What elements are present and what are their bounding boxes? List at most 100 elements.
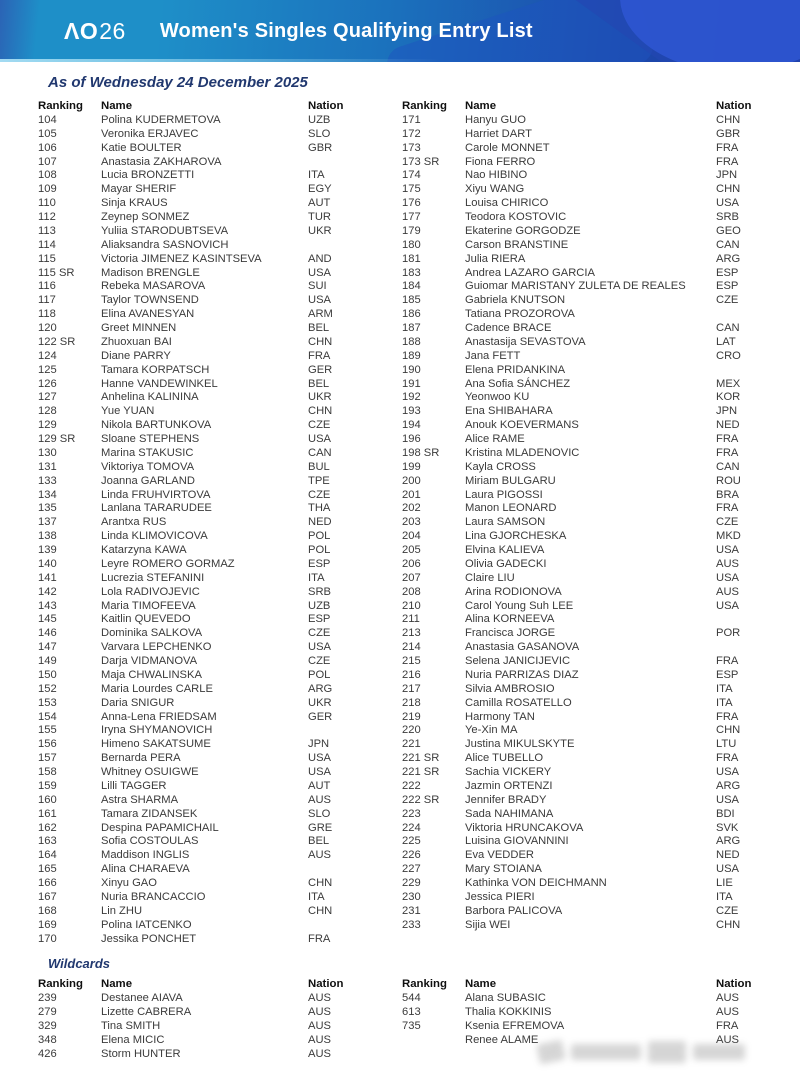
table-row: 156 Himeno SAKATSUME JPN bbox=[38, 738, 390, 752]
name-cell: Elvina KALIEVA bbox=[465, 544, 545, 556]
ranking-cell: 192 bbox=[402, 391, 421, 404]
table-row: 186 Tatiana PROZOROVA bbox=[402, 308, 760, 322]
table-row: 348 Elena MICIC AUS bbox=[38, 1034, 390, 1048]
ranking-cell: 130 bbox=[38, 446, 57, 459]
table-row: 107 Anastasia ZAKHAROVA bbox=[38, 156, 390, 170]
name-cell: Katarzyna KAWA bbox=[101, 544, 187, 556]
nation-cell: BEL bbox=[308, 377, 330, 390]
table-row: 112 Zeynep SONMEZ TUR bbox=[38, 211, 390, 225]
nation-cell: ARG bbox=[308, 682, 333, 695]
ranking-cell: 133 bbox=[38, 474, 57, 487]
name-cell: Mayar SHERIF bbox=[101, 183, 177, 196]
table-row: 129 SR Sloane STEPHENS USA bbox=[38, 433, 390, 447]
name-cell: Diane PARRY bbox=[101, 349, 171, 362]
table-row: 193 Ena SHIBAHARA JPN bbox=[402, 405, 760, 419]
entry-table-right: Ranking Name Nation 171 Hanyu GUO CHN 172 Ha… bbox=[402, 100, 760, 946]
nation-cell: USA bbox=[716, 599, 740, 612]
nation-cell: JPN bbox=[716, 169, 738, 182]
nation-cell: ESP bbox=[716, 280, 739, 293]
name-cell: Linda FRUHVIRTOVA bbox=[101, 488, 211, 501]
table-row: 108 Lucia BRONZETTI ITA bbox=[38, 169, 390, 183]
name-cell: Jennifer BRADY bbox=[465, 793, 547, 806]
nation-cell: BUL bbox=[308, 460, 330, 473]
table-row: 194 Anouk KOEVERMANS NED bbox=[402, 419, 760, 433]
nation-cell bbox=[308, 724, 390, 738]
ranking-cell: 120 bbox=[38, 322, 57, 334]
table-row: 203 Laura SAMSON CZE bbox=[402, 516, 760, 530]
ranking-cell: 208 bbox=[402, 585, 421, 598]
name-cell: Sloane STEPHENS bbox=[101, 433, 200, 445]
ranking-cell: 179 bbox=[402, 224, 421, 237]
table-row: 174 Nao HIBINO JPN bbox=[402, 169, 760, 183]
name-cell: Whitney OSUIGWE bbox=[101, 766, 199, 778]
ranking-cell: 166 bbox=[38, 877, 57, 889]
table-row: 211 Alina KORNEEVA bbox=[402, 613, 760, 627]
name-cell: Francisca JORGE bbox=[465, 627, 556, 640]
ranking-cell: 224 bbox=[402, 821, 421, 834]
nation-cell: GRE bbox=[308, 821, 333, 834]
ranking-cell: 109 bbox=[38, 183, 57, 196]
nation-cell: ITA bbox=[716, 696, 733, 709]
nation-cell: SLO bbox=[308, 127, 331, 140]
ranking-cell: 124 bbox=[38, 349, 57, 362]
ranking-cell: 231 bbox=[402, 904, 421, 917]
name-cell: Selena JANICIJEVIC bbox=[465, 655, 571, 667]
name-cell: Ekaterine GORGODZE bbox=[465, 224, 581, 237]
table-row: 229 Kathinka VON DEICHMANN LIE bbox=[402, 877, 760, 891]
table-row: 279 Lizette CABRERA AUS bbox=[38, 1006, 390, 1020]
nation-cell: EGY bbox=[308, 183, 332, 196]
name-cell: Alice RAME bbox=[465, 433, 525, 445]
ranking-cell: 114 bbox=[38, 238, 56, 251]
ranking-cell: 107 bbox=[38, 155, 57, 168]
ranking-cell: 176 bbox=[402, 197, 421, 210]
nation-cell: FRA bbox=[308, 932, 331, 945]
ranking-cell: 213 bbox=[402, 627, 421, 640]
name-cell: Despina PAPAMICHAIL bbox=[101, 821, 219, 834]
name-cell: Yuliia STARODUBTSEVA bbox=[101, 224, 229, 237]
ranking-cell: 149 bbox=[38, 655, 57, 667]
nation-cell: CHN bbox=[308, 335, 333, 348]
main-entry-tables: Ranking Name Nation 104 Polina KUDERMETOV… bbox=[0, 100, 800, 946]
ranking-cell: 173 SR bbox=[402, 155, 440, 168]
nation-cell: ARG bbox=[716, 252, 741, 265]
table-row: 188 Anastasija SEVASTOVA LAT bbox=[402, 336, 760, 350]
ranking-cell: 188 bbox=[402, 335, 421, 348]
name-cell: Miriam BULGARU bbox=[465, 474, 556, 487]
ranking-cell: 207 bbox=[402, 571, 421, 584]
table-row: 184 Guiomar MARISTANY ZULETA DE REALES ESP bbox=[402, 280, 760, 294]
nation-cell: AUS bbox=[308, 793, 332, 806]
ranking-cell: 222 SR bbox=[402, 793, 440, 806]
table-row: 154 Anna-Lena FRIEDSAM GER bbox=[38, 711, 390, 725]
table-row: 149 Darja VIDMANOVA CZE bbox=[38, 655, 390, 669]
name-cell: Thalia KOKKINIS bbox=[465, 1006, 552, 1019]
nation-cell: CZE bbox=[716, 294, 739, 307]
name-cell: Storm HUNTER bbox=[101, 1047, 181, 1060]
ranking-cell: 229 bbox=[402, 877, 421, 889]
name-cell: Barbora PALICOVA bbox=[465, 904, 563, 917]
nation-cell: GBR bbox=[308, 141, 333, 154]
nation-cell: CHN bbox=[308, 405, 333, 418]
name-cell: Lucia BRONZETTI bbox=[101, 169, 195, 182]
name-cell: Iryna SHYMANOVICH bbox=[101, 724, 213, 737]
ranking-cell: 172 bbox=[402, 127, 421, 140]
table-row: 220 Ye-Xin MA CHN bbox=[402, 724, 760, 738]
table-row: 185 Gabriela KNUTSON CZE bbox=[402, 294, 760, 308]
table-row: 196 Alice RAME FRA bbox=[402, 433, 760, 447]
nation-cell: CAN bbox=[716, 460, 740, 473]
table-row: 225 Luisina GIOVANNINI ARG bbox=[402, 835, 760, 849]
ranking-cell: 112 bbox=[38, 211, 56, 223]
table-row: 120 Greet MINNEN BEL bbox=[38, 322, 390, 336]
table-row: 210 Carol Young Suh LEE USA bbox=[402, 600, 760, 614]
ranking-cell: 206 bbox=[402, 557, 421, 570]
name-cell: Darja VIDMANOVA bbox=[101, 655, 198, 667]
ranking-cell: 137 bbox=[38, 516, 57, 529]
nation-cell: ARM bbox=[308, 308, 333, 321]
name-cell: Aliaksandra SASNOVICH bbox=[101, 238, 229, 251]
ranking-cell: 214 bbox=[402, 641, 421, 654]
nation-cell: USA bbox=[716, 544, 740, 556]
nation-cell: NED bbox=[308, 516, 332, 529]
nation-cell: CZE bbox=[716, 904, 739, 917]
nation-cell: USA bbox=[308, 433, 332, 445]
table-row: 170 Jessika PONCHET FRA bbox=[38, 933, 390, 947]
nation-cell: AND bbox=[308, 252, 332, 265]
